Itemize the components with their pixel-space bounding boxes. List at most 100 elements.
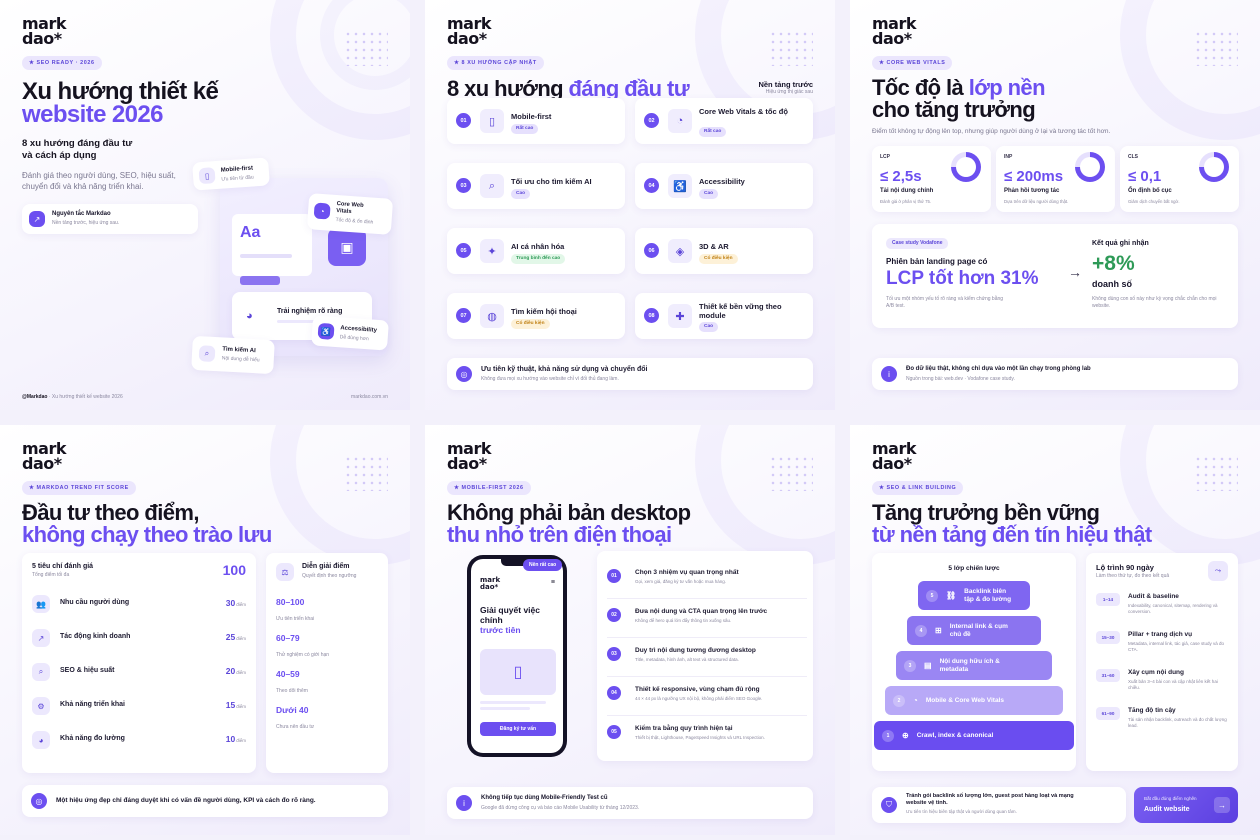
layer-label-l2: chủ đề xyxy=(949,630,971,638)
roadmap-period: 61–90 xyxy=(1096,707,1120,720)
trend-card[interactable]: 06 ◈ 3D & AR Có điều kiện xyxy=(635,228,813,274)
criteria-total: 100 xyxy=(222,562,246,578)
section-chip: ★ CORE WEB VITALS xyxy=(872,56,953,70)
step-title: Thiết kế responsive, vùng chạm đủ rộng xyxy=(635,686,760,693)
logo: mark dao* xyxy=(872,14,917,48)
criterion-value: 15 xyxy=(225,700,236,710)
trend-card[interactable]: 07 ◍ Tìm kiếm hội thoại Có điều kiện xyxy=(447,293,625,339)
layer-label: Backlink biên tập & đo lường xyxy=(964,588,1011,604)
slide-trend-fit-score: mark dao* ★ MARKDAO TREND FIT SCORE Đầu … xyxy=(0,425,410,835)
sitemap-icon: ⊞ xyxy=(935,626,942,635)
step-item: 04 Thiết kế responsive, vùng chạm đủ rộng… xyxy=(607,678,807,716)
trend-number: 05 xyxy=(456,243,471,258)
trend-card[interactable]: 02 ◔ Core Web Vitals & tốc độ Rất cao xyxy=(635,98,813,144)
legend-item: 80–100 Ưu tiên triển khai xyxy=(276,597,314,625)
legend-title: Diễn giải điểm xyxy=(302,563,350,570)
step-sub: Không để hero quá lớn đẩy thông tin xuốn… xyxy=(635,618,732,623)
footer-handle: @Markdao · Xu hướng thiết kế website 202… xyxy=(22,394,123,400)
gauge-icon: ◔ xyxy=(913,696,918,705)
decor-ring xyxy=(695,425,835,565)
roadmap-title: Lộ trình 90 ngày xyxy=(1096,563,1154,572)
vital-title: Phản hồi tương tác xyxy=(1004,188,1060,194)
trend-number: 01 xyxy=(456,113,471,128)
vital-value: ≤ 200ms xyxy=(1004,168,1064,185)
note-title: Tránh gói backlink số lượng lớn, guest p… xyxy=(906,793,1074,806)
section-chip: ★ MOBILE-FIRST 2026 xyxy=(447,481,531,495)
case-study-card: Case study Vodafone Phiên bản landing pa… xyxy=(872,224,1238,328)
trend-card[interactable]: 08 ✚ Thiết kế bền vững theo module Cao xyxy=(635,293,813,339)
roadmap-title: Pillar + trang dịch vụ xyxy=(1128,631,1193,638)
float-mobile-first: ▯ Mobile-first Ưu tiên từ đầu xyxy=(192,157,270,191)
logo: mark dao* xyxy=(872,439,917,473)
legend-item: Dưới 40 Chưa nên đầu tư xyxy=(276,705,314,733)
slide-trends: mark dao* ★ 8 XU HƯỚNG CẬP NHẬT 8 xu hướ… xyxy=(425,0,835,410)
criterion-unit: điểm xyxy=(236,636,246,641)
vital-donut xyxy=(1075,152,1105,182)
score-note: ◎ Một hiệu ứng đẹp chỉ đáng duyệt khi có… xyxy=(22,785,388,817)
chat-icon: ◍ xyxy=(480,304,504,328)
float-mobile-sub: Ưu tiên từ đầu xyxy=(221,174,254,183)
vital-value: ≤ 0,1 xyxy=(1128,168,1162,185)
roadmap-period: 15–30 xyxy=(1096,631,1120,644)
legend-item: 40–59 Theo dõi thêm xyxy=(276,669,308,697)
vital-card: CLS ≤ 0,1 Ổn định bố cục Giảm dịch chuyển b… xyxy=(1120,146,1239,212)
pyramid-title: 5 lớp chiến lược xyxy=(948,565,1000,572)
cta-button[interactable]: Đăng ký tư vấn xyxy=(480,722,556,736)
tool-note: i Không tiếp tục dùng Mobile-Friendly Te… xyxy=(447,787,813,819)
trend-card[interactable]: 03 ⌕ Tối ưu cho tìm kiếm AI Cao xyxy=(447,163,625,209)
page-title: Đầu tư theo điểm, không chạy theo trào lư… xyxy=(22,500,272,547)
section-chip: ★ MARKDAO TREND FIT SCORE xyxy=(22,481,136,495)
step-sub: Gọi, xem giá, đăng ký tư vấn hoặc mua hà… xyxy=(635,579,727,584)
globe-icon: ⊕ xyxy=(902,731,909,740)
legend-range: 40–59 xyxy=(276,669,300,679)
criterion-row: 👥 Nhu cầu người dùng 30điểm xyxy=(32,589,246,619)
case-chip: Case study Vodafone xyxy=(886,238,949,249)
step-number: 01 xyxy=(607,569,621,583)
criteria-title: 5 tiêu chí đánh giá xyxy=(32,563,94,570)
trend-title: Tối ưu cho tìm kiếm AI xyxy=(511,177,592,186)
criterion-unit: điểm xyxy=(236,738,246,743)
mockup-typography-card: Aa xyxy=(232,214,312,276)
criterion-unit: điểm xyxy=(236,602,246,607)
float-accessibility: ♿ Accessibility Dễ dùng hơn xyxy=(311,315,389,351)
layer-label-l1: Mobile & Core Web Vitals xyxy=(925,696,1004,704)
section-chip: ★ SEO READY · 2026 xyxy=(22,56,102,70)
priority-tag: Rất cao xyxy=(511,124,539,134)
result-sub: Không dùng con số này như kỳ vọng chắc c… xyxy=(1092,296,1217,309)
priority-tag: Có điều kiện xyxy=(511,319,550,329)
footer-site[interactable]: markdao.com.vn xyxy=(351,394,388,400)
decor-dots xyxy=(1194,455,1238,491)
page-title: Tăng trưởng bền vững từ nền tảng đến tín … xyxy=(872,500,1152,547)
layer-number: 1 xyxy=(882,729,894,742)
layer-label-l2: metadata xyxy=(939,665,969,673)
priority-tag: Trung bình đến cao xyxy=(511,254,566,264)
vital-title: Ổn định bố cục xyxy=(1128,188,1172,194)
target-icon: ◎ xyxy=(31,793,47,809)
roadmap-sub: Xuất bản 3–4 bài con và cập nhật liên kế… xyxy=(1128,679,1218,690)
trend-card[interactable]: 01 ▯ Mobile-first Rất cao xyxy=(447,98,625,144)
layer-number: 4 xyxy=(915,624,927,637)
roadmap-sub: Indexability, canonical, sitemap, render… xyxy=(1128,603,1218,614)
criterion-score: 25điểm xyxy=(226,632,246,642)
roadmap-period: 1–14 xyxy=(1096,593,1120,606)
trend-card[interactable]: 04 ♿ Accessibility Cao xyxy=(635,163,813,209)
description: Đánh giá theo người dùng, SEO, hiệu suất… xyxy=(22,171,176,191)
pyramid-layer: 5 ⛓ Backlink biên tập & đo lường xyxy=(918,581,1030,610)
trend-card[interactable]: 05 ✦ AI cá nhân hóa Trung bình đến cao xyxy=(447,228,625,274)
search-icon: ⌕ xyxy=(32,663,50,681)
chart-up-icon: ↗ xyxy=(32,629,50,647)
legend-item: 60–79 Thử nghiệm có giới hạn xyxy=(276,633,329,661)
criterion-label: Khả năng triển khai xyxy=(60,701,125,708)
trend-title: AI cá nhân hóa xyxy=(511,242,565,251)
section-chip: ★ 8 XU HƯỚNG CẬP NHẬT xyxy=(447,56,544,70)
step-item: 01 Chọn 3 nhiệm vụ quan trọng nhất Gọi, xe… xyxy=(607,561,807,599)
gauge-icon: ◔ xyxy=(313,202,331,220)
note-text: Một hiệu ứng đẹp chỉ đáng duyệt khi có v… xyxy=(56,797,316,804)
decor-ring xyxy=(270,425,410,565)
audit-website-button[interactable]: Bắt đầu đúng điểm nghẽn Audit website → xyxy=(1134,787,1238,823)
slide-core-web-vitals: mark dao* ★ CORE WEB VITALS Tốc độ là lớ… xyxy=(850,0,1260,410)
priority-badge: Nên rất cao xyxy=(523,559,563,571)
menu-icon[interactable]: ≡ xyxy=(550,579,555,586)
float-access-label: Accessibility xyxy=(340,325,378,334)
vital-label: CLS xyxy=(1128,154,1138,160)
